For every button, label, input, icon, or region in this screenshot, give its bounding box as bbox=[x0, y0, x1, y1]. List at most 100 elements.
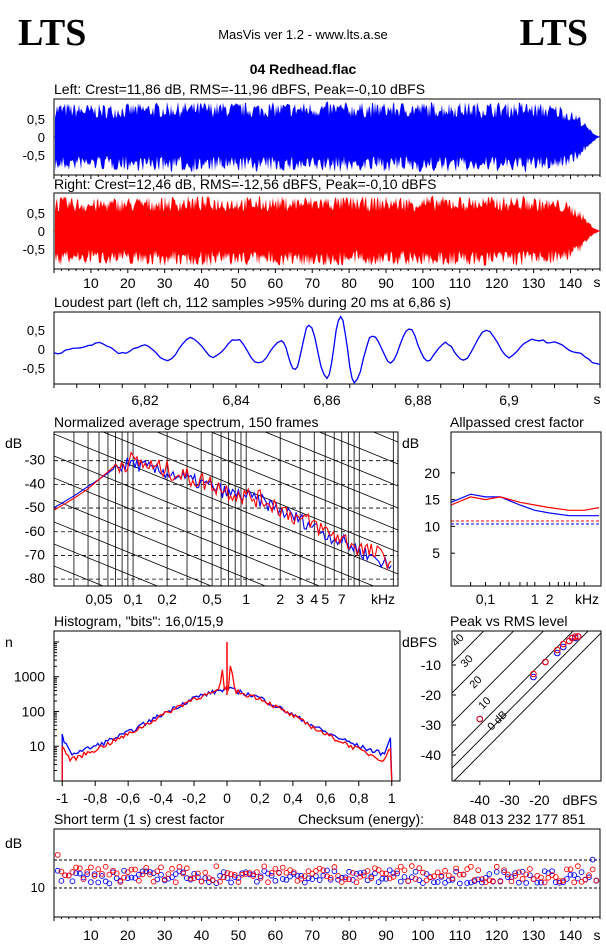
crest-point-right bbox=[143, 864, 150, 871]
crest-point-left bbox=[320, 872, 327, 879]
crest-point-right bbox=[106, 871, 113, 878]
x-tick-label: 10 bbox=[83, 275, 99, 291]
left-waveform-plot: 0,5 0 -0,5 bbox=[23, 98, 601, 179]
crest-point-left bbox=[346, 868, 352, 875]
crest-point-right bbox=[327, 874, 334, 881]
crest-point-right bbox=[445, 872, 452, 879]
crest-point-right bbox=[261, 863, 268, 870]
crest-point-left bbox=[523, 880, 530, 886]
crest-point-right bbox=[224, 870, 231, 876]
crest-point-right bbox=[475, 867, 482, 874]
crest-point-right bbox=[136, 877, 142, 884]
crest-point-right bbox=[158, 864, 164, 871]
x-tick-label: 20 bbox=[120, 927, 136, 943]
spectrum-slope-line bbox=[54, 654, 398, 794]
crest-point-left bbox=[327, 876, 334, 883]
crest-point-right bbox=[409, 863, 415, 869]
crest-point-left bbox=[512, 870, 518, 876]
crest-point-right bbox=[231, 871, 238, 878]
y-tick-label: -30 bbox=[25, 452, 45, 468]
crest-point-right bbox=[99, 871, 105, 877]
spectrum-title: Normalized average spectrum, 150 frames bbox=[54, 414, 319, 430]
spectrum-slope-line bbox=[102, 432, 398, 553]
x-tick-label: 30 bbox=[157, 927, 173, 943]
crest-point-right bbox=[501, 867, 507, 873]
crest-point-left bbox=[231, 874, 238, 880]
crest-point-right bbox=[575, 863, 581, 870]
peak-rms-point-right bbox=[476, 715, 484, 723]
crest-point-left bbox=[254, 878, 260, 885]
crest-point-left bbox=[567, 871, 574, 878]
crest-point-left bbox=[379, 875, 386, 882]
crest-point-right bbox=[497, 878, 504, 885]
allpass-right-line bbox=[450, 496, 600, 511]
crest-point-right bbox=[268, 870, 275, 876]
peak-rms-title: Peak vs RMS level bbox=[450, 613, 568, 629]
crest-point-left bbox=[508, 874, 515, 881]
crest-point-right bbox=[242, 871, 249, 877]
crest-point-right bbox=[283, 869, 290, 876]
crest-point-right bbox=[73, 864, 79, 871]
x-tick-label: 80 bbox=[341, 927, 357, 943]
crest-point-right bbox=[515, 869, 522, 876]
crest-point-right bbox=[95, 866, 102, 872]
crest-point-left bbox=[560, 879, 566, 886]
crest-point-right bbox=[416, 865, 423, 871]
crest-point-right bbox=[147, 871, 153, 878]
crest-point-left bbox=[416, 877, 423, 884]
right-waveform-plot: 10 20 30 40 50 60 70 80 90 100 110 120 130 140 0,5 0 … bbox=[23, 192, 601, 291]
left-ytick-high: 0,5 bbox=[27, 112, 45, 127]
x-tick-label: 50 bbox=[231, 275, 247, 291]
crest-point-left bbox=[124, 875, 131, 882]
spectrum-slope-line bbox=[264, 432, 398, 487]
crest-point-right bbox=[62, 872, 68, 879]
crest-point-right bbox=[324, 873, 330, 880]
crest-point-left bbox=[420, 880, 426, 886]
crest-point-right bbox=[150, 878, 157, 885]
crest-point-right bbox=[368, 875, 375, 881]
crest-point-right bbox=[198, 878, 205, 885]
y-tick-label: -20 bbox=[421, 687, 441, 703]
crest-point-left bbox=[183, 875, 190, 881]
crest-point-right bbox=[257, 875, 264, 881]
x-tick-label: 4 bbox=[310, 591, 318, 607]
crest-point-left bbox=[479, 879, 485, 886]
y-tick-label: -10 bbox=[421, 657, 441, 673]
crest-point-left bbox=[589, 856, 596, 863]
crest-point-left bbox=[76, 870, 83, 877]
crest-point-right bbox=[390, 874, 397, 880]
logo-left: LTS bbox=[18, 12, 87, 54]
crest-point-left bbox=[143, 868, 150, 875]
peak-rms-diagonal-label: 30 bbox=[459, 653, 476, 670]
spectrum-slope-line bbox=[54, 477, 321, 586]
crest-point-left bbox=[534, 879, 541, 886]
crest-point-right bbox=[265, 879, 271, 886]
loudest-ytick-low: -0,5 bbox=[23, 361, 45, 376]
x-tick-label: 110 bbox=[449, 927, 472, 943]
crest-point-right bbox=[589, 866, 596, 873]
crest-point-left bbox=[453, 868, 459, 875]
crest-point-right bbox=[427, 874, 434, 881]
x-tick-label: 30 bbox=[157, 275, 173, 291]
crest-point-right bbox=[117, 879, 124, 885]
crest-point-right bbox=[401, 867, 408, 874]
x-tick-label: 6,86 bbox=[313, 392, 340, 408]
crest-point-right bbox=[76, 865, 83, 872]
spectrum-frame bbox=[53, 431, 399, 587]
crest-point-right bbox=[298, 875, 305, 882]
x-tick-label: -30 bbox=[499, 792, 519, 808]
x-tick-label: 140 bbox=[559, 927, 583, 943]
crest-point-right bbox=[161, 876, 168, 883]
crest-point-right bbox=[276, 870, 282, 876]
histogram-title: Histogram, "bits": 16,0/15,9 bbox=[54, 613, 224, 629]
peak-rms-point-right bbox=[571, 633, 579, 640]
crest-point-right bbox=[353, 879, 360, 886]
loudest-title: Loudest part (left ch, 112 samples >95% … bbox=[54, 294, 452, 310]
x-tick-label: 80 bbox=[341, 275, 357, 291]
loudest-line bbox=[53, 315, 601, 385]
spectrum-xunit: kHz bbox=[371, 591, 395, 607]
spectrum-slope-line bbox=[54, 499, 267, 586]
crest-point-right bbox=[58, 868, 65, 875]
crest-point-left bbox=[316, 877, 323, 883]
x-tick-label: 130 bbox=[522, 927, 546, 943]
